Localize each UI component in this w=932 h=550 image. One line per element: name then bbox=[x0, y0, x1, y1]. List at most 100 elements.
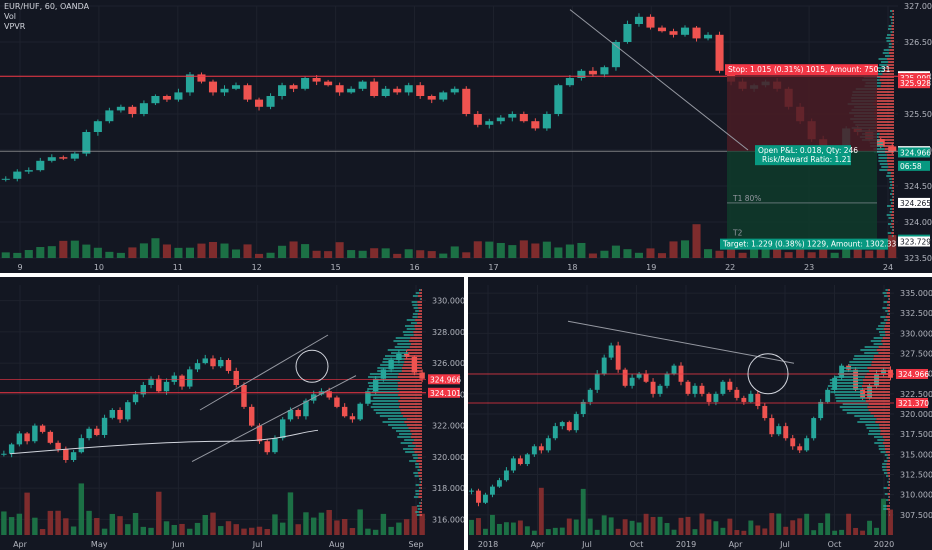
intraday-chart-svg[interactable]: 327.000326.500326.025325.500325.000324.5… bbox=[0, 0, 932, 273]
volume-bar bbox=[24, 492, 30, 535]
volume-profile-bar bbox=[860, 349, 877, 351]
volume-profile-bar bbox=[882, 436, 890, 438]
volume-bar bbox=[171, 524, 177, 535]
volume-profile-bar bbox=[404, 439, 414, 441]
candle-body bbox=[566, 422, 572, 431]
volume-profile-bar bbox=[878, 445, 885, 447]
candle-body bbox=[469, 490, 474, 492]
volume-profile-bar bbox=[892, 13, 894, 15]
volume-bar bbox=[1, 511, 7, 535]
volume-profile-bar bbox=[890, 19, 893, 21]
volume-profile-bar bbox=[892, 211, 894, 213]
volume-profile-bar bbox=[420, 508, 422, 510]
volume-profile-bar bbox=[413, 334, 422, 336]
candle-body bbox=[117, 410, 123, 420]
volume-bar bbox=[811, 530, 817, 535]
volume-bar bbox=[865, 250, 874, 258]
volume-profile-bar bbox=[892, 22, 894, 24]
volume-bar bbox=[734, 530, 740, 535]
x-tick-label: 2019 bbox=[676, 540, 696, 549]
volume-profile-bar bbox=[412, 442, 422, 444]
price-tag-text: 06:58 bbox=[900, 162, 922, 171]
volume-profile-bar bbox=[889, 55, 894, 57]
volume-profile-bar bbox=[417, 454, 422, 456]
volume-profile-bar bbox=[859, 418, 877, 420]
candle-body bbox=[783, 426, 789, 439]
volume-bar bbox=[554, 247, 563, 258]
candle-body bbox=[671, 365, 677, 374]
volume-bar bbox=[82, 244, 91, 258]
y-tick-label: 317.500 bbox=[900, 430, 932, 439]
volume-profile-bar bbox=[412, 313, 418, 315]
volume-profile-bar bbox=[417, 508, 421, 510]
volume-profile-bar bbox=[885, 289, 888, 291]
volume-profile-bar bbox=[887, 163, 894, 165]
candle-body bbox=[755, 393, 761, 406]
x-tick-label: Sep bbox=[408, 540, 423, 549]
volume-bar bbox=[341, 519, 348, 535]
volume-profile-bar bbox=[869, 370, 890, 372]
volume-profile-bar bbox=[885, 37, 891, 39]
candle-body bbox=[503, 470, 509, 481]
volume-bar bbox=[588, 253, 597, 258]
volume-profile-bar bbox=[412, 304, 418, 306]
volume-profile-bar bbox=[878, 331, 886, 333]
t2-label: T2 bbox=[732, 229, 743, 238]
volume-profile-bar bbox=[377, 367, 402, 369]
candle-body bbox=[720, 381, 726, 394]
intraday-chart-pane[interactable]: 327.000326.500326.025325.500325.000324.5… bbox=[0, 0, 932, 273]
target-label-box bbox=[720, 238, 888, 250]
profit-zone bbox=[727, 151, 877, 240]
candle-body bbox=[713, 393, 719, 402]
volume-profile-bar bbox=[873, 337, 883, 339]
volume-bar bbox=[264, 529, 270, 535]
daily-chart-pane[interactable]: 330.000328.000326.000324.000322.000320.0… bbox=[0, 277, 464, 550]
y-tick-label: 307.500 bbox=[900, 511, 932, 520]
candle-body bbox=[643, 373, 649, 382]
volume-bar bbox=[139, 243, 148, 258]
volume-bar bbox=[542, 241, 551, 258]
volume-profile-bar bbox=[400, 397, 422, 399]
weekly-chart-svg[interactable]: 335.000332.500330.000327.500325.000322.5… bbox=[468, 277, 932, 550]
candle-body bbox=[225, 360, 232, 371]
volume-profile-bar bbox=[888, 313, 890, 315]
candle-body bbox=[531, 121, 540, 129]
candle-body bbox=[365, 391, 371, 404]
moving-average bbox=[9, 429, 319, 455]
volume-profile-bar bbox=[878, 154, 887, 156]
volume-profile-bar bbox=[396, 430, 411, 432]
volume-profile-bar bbox=[868, 433, 881, 435]
weekly-chart-pane[interactable]: 335.000332.500330.000327.500325.000322.5… bbox=[468, 277, 932, 550]
volume-profile-bar bbox=[398, 385, 422, 387]
volume-profile-bar bbox=[830, 391, 864, 393]
volume-bar bbox=[403, 519, 410, 535]
volume-profile-bar bbox=[887, 304, 889, 306]
volume-profile-bar bbox=[372, 403, 400, 405]
volume-bar bbox=[750, 245, 759, 258]
y-tick-label: 310.000 bbox=[900, 491, 932, 500]
volume-profile-bar bbox=[400, 409, 422, 411]
volume-profile-bar bbox=[863, 388, 890, 390]
volume-profile-bar bbox=[873, 358, 890, 360]
volume-bar bbox=[312, 250, 321, 258]
candle-body bbox=[860, 389, 866, 398]
volume-profile-bar bbox=[882, 73, 894, 75]
volume-bar bbox=[510, 522, 516, 535]
volume-bar bbox=[615, 528, 621, 535]
volume-bar bbox=[295, 524, 301, 535]
candle-body bbox=[341, 406, 348, 417]
volume-profile-bar bbox=[367, 382, 398, 384]
candle-body bbox=[554, 85, 563, 114]
volume-profile-bar bbox=[418, 472, 422, 474]
loss-zone bbox=[727, 76, 877, 152]
daily-chart-svg[interactable]: 330.000328.000326.000324.000322.000320.0… bbox=[0, 277, 464, 550]
volume-profile-bar bbox=[410, 343, 422, 345]
candle-body bbox=[370, 81, 379, 96]
volume-profile-bar bbox=[408, 427, 422, 429]
y-tick-label: 320.000 bbox=[900, 410, 932, 419]
volume-bar bbox=[657, 253, 667, 258]
volume-profile-bar bbox=[890, 40, 894, 42]
volume-profile-bar bbox=[391, 427, 409, 429]
candle-body bbox=[334, 397, 340, 407]
candle-body bbox=[47, 157, 56, 161]
